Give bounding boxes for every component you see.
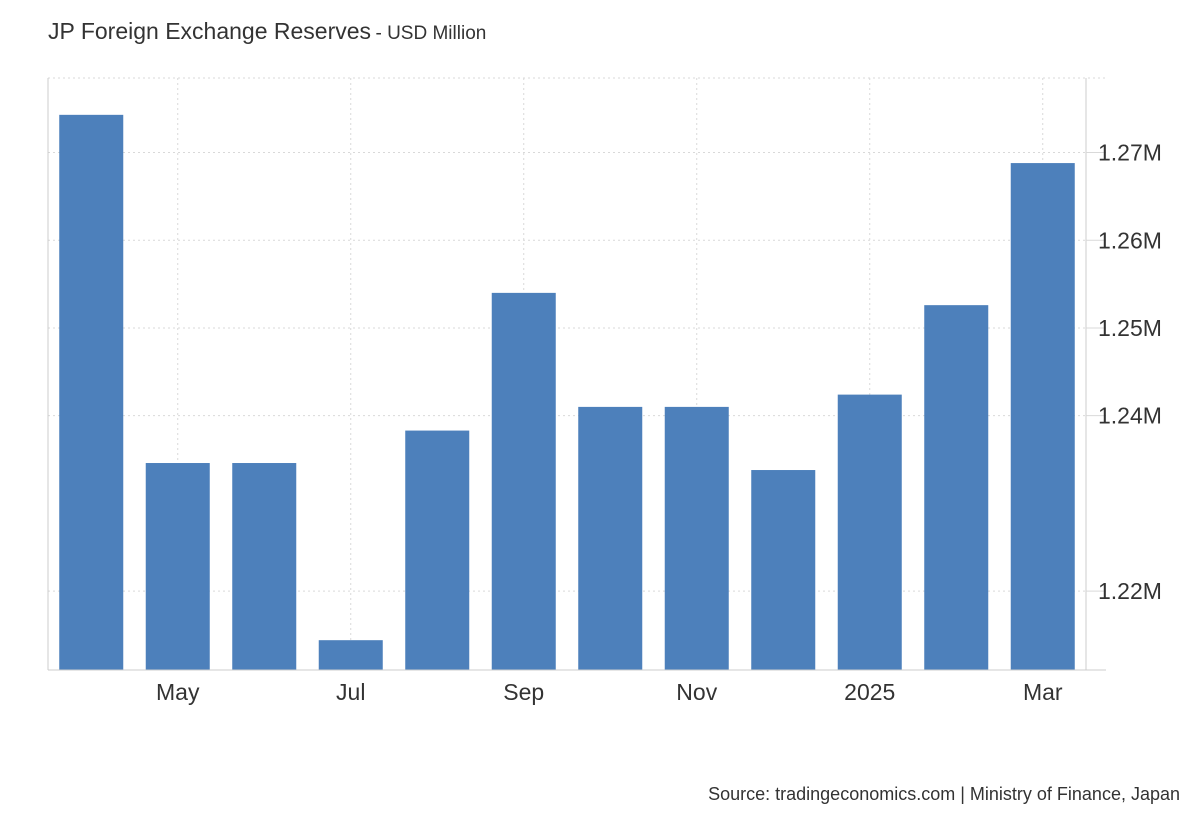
chart-title: JP Foreign Exchange Reserves [48, 18, 372, 44]
y-tick-label: 1.25M [1098, 315, 1162, 341]
bar-feb-2025 [924, 305, 989, 670]
source-credit: Source: tradingeconomics.com | Ministry … [708, 784, 1180, 804]
chart-subtitle: - USD Million [375, 23, 487, 44]
bar-nov-2024 [664, 406, 729, 670]
bar-sep-2024 [491, 292, 556, 670]
bar-dec-2024 [751, 470, 816, 670]
x-tick-label: Sep [503, 679, 544, 705]
bar-may-2024 [145, 463, 210, 670]
y-tick-label: 1.24M [1098, 403, 1162, 429]
chart-title-block: JP Foreign Exchange Reserves - USD Milli… [48, 18, 486, 45]
y-tick-label: 1.22M [1098, 578, 1162, 604]
y-tick-label: 1.26M [1098, 227, 1162, 253]
x-tick-label: Mar [1023, 679, 1063, 705]
bar-jan-2025 [837, 394, 902, 670]
x-tick-label: May [156, 679, 200, 705]
bar-oct-2024 [578, 406, 643, 670]
y-tick-label: 1.27M [1098, 140, 1162, 166]
x-tick-label: 2025 [844, 679, 895, 705]
x-tick-label: Jul [336, 679, 365, 705]
bar-jun-2024 [232, 463, 297, 670]
bar-aug-2024 [405, 430, 470, 670]
bar-mar-2025 [1010, 163, 1075, 671]
x-tick-label: Nov [676, 679, 717, 705]
bar-jul-2024 [318, 640, 383, 670]
bar-apr-2024 [59, 114, 124, 670]
